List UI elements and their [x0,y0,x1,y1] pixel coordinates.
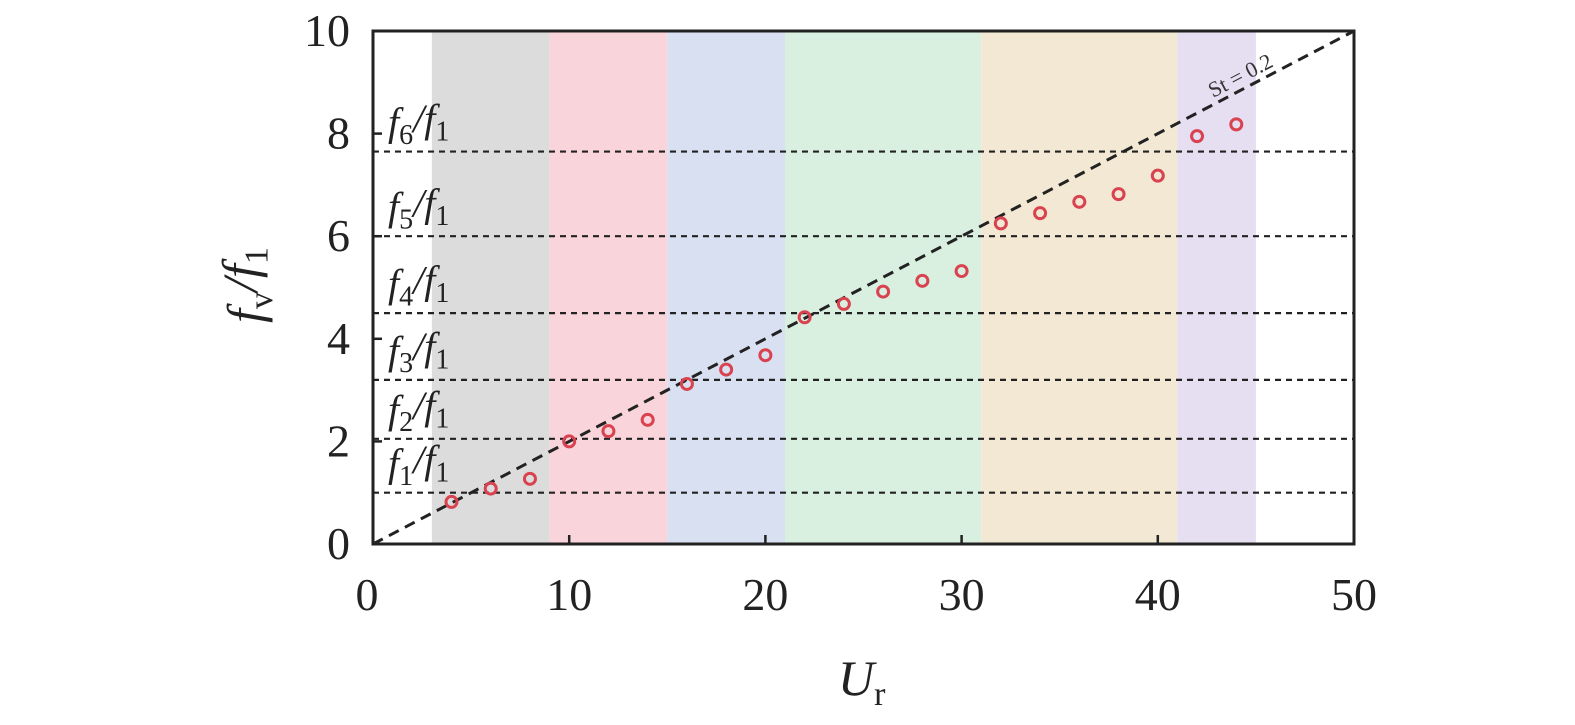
region-2 [549,31,668,544]
data-point [876,284,891,299]
reference-line [372,29,1355,546]
x-axis-label: Ur​ [838,650,886,713]
data-point [483,481,498,496]
data-point [797,310,812,325]
harmonic-label-2: f2​/f1​ [388,383,449,438]
data-point [601,424,616,439]
shaded-regions [431,31,1256,544]
x-tick-label: 20 [742,569,788,620]
x-tick-label: 40 [1135,569,1181,620]
x-tick-label: 10 [546,569,592,620]
data-point [562,434,577,449]
harmonic-lines [373,150,1354,494]
y-tick-label: 10 [304,5,350,56]
x-tick-label: 50 [1331,569,1377,620]
y-tick-label: 0 [327,518,350,569]
region-5 [981,31,1178,544]
region-3 [667,31,786,544]
data-point [522,471,537,486]
data-point [1150,168,1165,183]
data-point [915,273,930,288]
data-point [836,296,851,311]
data-point [1190,129,1205,144]
data-point [993,216,1008,231]
y-axis-label: fv​/f1​ [212,247,280,323]
text-labels: f1​/f1​f2​/f1​f3​/f1​f4​/f1​f5​/f1​f6​/f… [212,5,1377,713]
region-1 [431,31,550,544]
data-point [640,412,655,427]
data-point [1229,117,1244,132]
data-point [679,376,694,391]
x-tick-label: 30 [939,569,985,620]
harmonic-label-4: f4​/f1​ [388,258,449,313]
axis-ticks [371,29,1356,546]
y-tick-label: 6 [327,210,350,261]
data-point [719,362,734,377]
region-6 [1177,31,1256,544]
data-point [758,348,773,363]
y-tick-label: 8 [327,108,350,159]
data-point [1033,206,1048,221]
data-point [1111,187,1126,202]
y-tick-label: 2 [327,415,350,466]
data-point [1072,194,1087,209]
y-tick-label: 4 [327,313,350,364]
data-points [444,117,1244,509]
x-tick-label: 0 [356,569,379,620]
plot-frame [371,29,1356,546]
data-point [444,494,459,509]
data-point [954,264,969,279]
